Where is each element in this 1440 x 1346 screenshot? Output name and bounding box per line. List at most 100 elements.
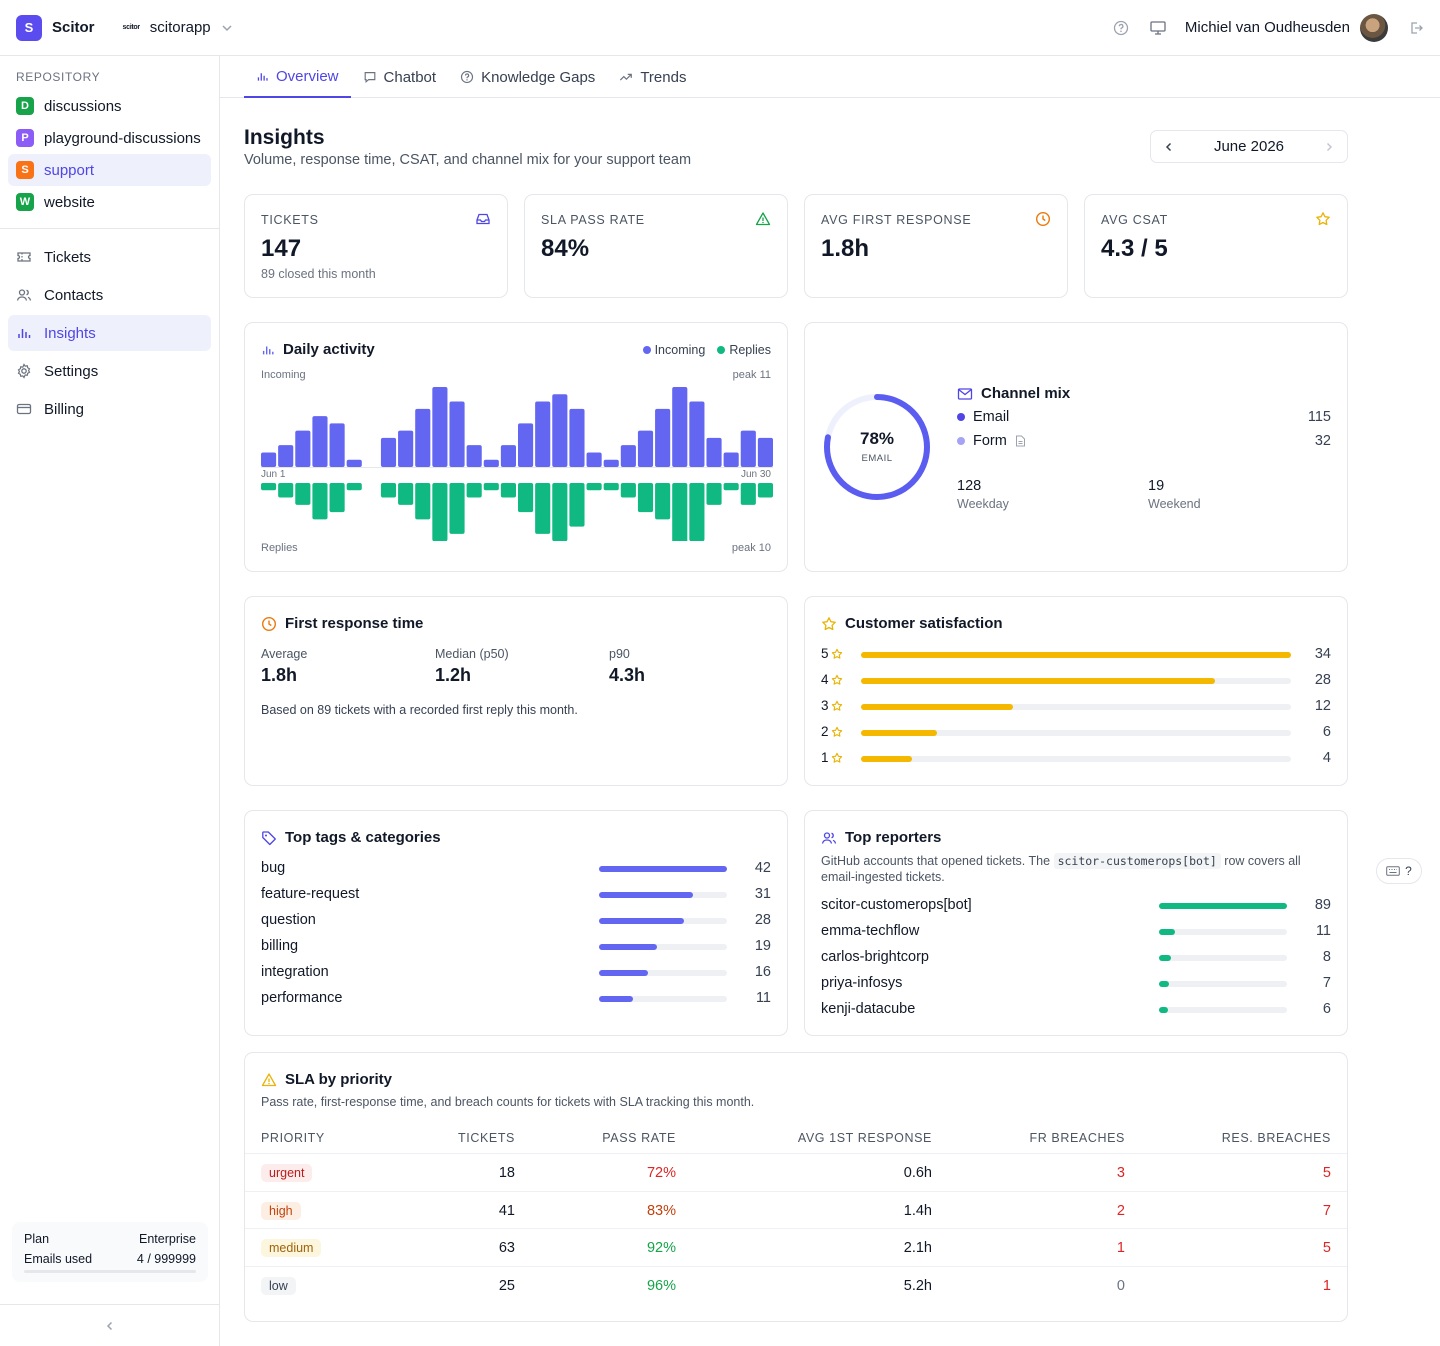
reporter-row-label: carlos-brightcorp (821, 949, 929, 965)
res-breaches-cell: 5 (1322, 1240, 1331, 1256)
star-icon (831, 726, 843, 738)
users-icon (821, 830, 837, 846)
tag-row-label: feature-request (261, 886, 360, 902)
col-header-pass-rate: PASS RATE (602, 1131, 676, 1145)
donut-label: EMAIL (861, 453, 893, 464)
replies-bar (346, 483, 362, 491)
kpi-label: AVG FIRST RESPONSE (821, 213, 972, 227)
sidebar-item-tickets[interactable]: Tickets (8, 239, 211, 275)
sidebar-divider (0, 228, 219, 229)
chevron-down-icon[interactable] (221, 22, 233, 34)
trend-up-icon (619, 70, 633, 84)
top-tags-card: Top tags & categories bug 42 feature-reque… (244, 810, 788, 1036)
app-logo[interactable]: S (16, 14, 42, 41)
star-icon (831, 752, 843, 764)
incoming-bar (346, 459, 362, 467)
replies-bar (586, 483, 602, 491)
tab-label: Chatbot (383, 68, 437, 86)
credit-card-icon (16, 401, 34, 417)
tag-bar-fill (599, 918, 685, 924)
csat-count: 6 (1322, 724, 1331, 740)
legend-label: Incoming (654, 343, 706, 357)
sidebar-item-insights[interactable]: Insights (8, 315, 211, 351)
repo-label: discussions (44, 97, 122, 115)
table-row[interactable]: medium 63 92% 2.1h 1 5 (245, 1228, 1347, 1265)
csat-row-label: 2 (821, 724, 843, 739)
tab-trends[interactable]: Trends (607, 56, 698, 98)
replies-axis-label: Replies (261, 542, 298, 554)
repo-badge: P (16, 129, 34, 147)
incoming-bar (723, 452, 739, 467)
channel-row-email: Email (957, 409, 1009, 425)
reporter-bar-track (1159, 981, 1287, 987)
table-row[interactable]: urgent 18 72% 0.6h 3 5 (245, 1153, 1347, 1190)
card-title-text: Customer satisfaction (845, 615, 1003, 632)
tag-icon (261, 830, 277, 846)
replies-bar (466, 483, 482, 498)
reporter-count: 89 (1314, 897, 1331, 913)
monitor-icon[interactable] (1149, 20, 1167, 36)
logout-icon[interactable] (1408, 20, 1424, 36)
star-icon (821, 616, 837, 632)
incoming-bar (415, 408, 431, 467)
reporter-count: 6 (1322, 1001, 1331, 1017)
reporter-bar-track (1159, 929, 1287, 935)
sidebar-item-billing[interactable]: Billing (8, 391, 211, 427)
replies-bar (655, 483, 671, 520)
frt-stat-value: 1.2h (435, 665, 472, 685)
reporter-bar-fill (1159, 955, 1171, 961)
sidebar-item-settings[interactable]: Settings (8, 353, 211, 389)
replies-bar (603, 483, 619, 491)
csat-bar-track (861, 756, 1291, 762)
tab-overview[interactable]: Overview (244, 56, 351, 98)
incoming-bar (500, 445, 516, 467)
star-icon (831, 700, 843, 712)
avg-first-response-cell: 5.2h (903, 1277, 932, 1294)
help-icon[interactable] (1113, 20, 1129, 36)
tag-count: 31 (754, 886, 771, 902)
avg-first-response-cell: 2.1h (903, 1240, 932, 1256)
collapse-sidebar-button[interactable] (0, 1304, 219, 1346)
reporter-count: 8 (1322, 949, 1331, 965)
prev-month-button[interactable] (1163, 141, 1175, 153)
page-subtitle: Volume, response time, CSAT, and channel… (244, 152, 692, 168)
repo-badge: D (16, 97, 34, 115)
emails-usage-bar (24, 1270, 196, 1273)
customer-satisfaction-card: Customer satisfaction 5 34 4 28 3 12 2 6 1 4 (804, 596, 1348, 786)
table-row[interactable]: low 25 96% 5.2h 0 1 (245, 1265, 1347, 1303)
plan-value: Enterprise (139, 1232, 196, 1246)
priority-badge: high (261, 1201, 301, 1220)
table-row[interactable]: high 41 83% 1.4h 2 7 (245, 1190, 1347, 1228)
incoming-bar (329, 423, 345, 467)
tab-chatbot[interactable]: Chatbot (351, 56, 449, 98)
legend-incoming: Incoming (642, 343, 706, 357)
csat-bar-fill (861, 730, 937, 736)
month-picker: June 2026 (1150, 130, 1348, 163)
tag-row-label: bug (261, 860, 286, 876)
next-month-button[interactable] (1323, 141, 1335, 153)
tag-row-label: integration (261, 964, 329, 980)
brand-name[interactable]: Scitor (52, 19, 95, 36)
sidebar-item-contacts[interactable]: Contacts (8, 277, 211, 313)
kpi-value: 4.3 / 5 (1101, 235, 1168, 262)
tab-knowledge-gaps[interactable]: Knowledge Gaps (448, 56, 607, 98)
avatar[interactable] (1360, 13, 1388, 42)
rating-value: 1 (821, 750, 829, 765)
gear-icon (16, 363, 34, 379)
replies-bar (312, 483, 328, 520)
keyboard-shortcuts-button[interactable]: ? (1376, 858, 1422, 884)
card-title-text: Channel mix (981, 385, 1071, 402)
org-switcher[interactable]: scitorapp (149, 19, 211, 36)
user-name[interactable]: Michiel van Oudheusden (1184, 19, 1350, 36)
priority-badge: urgent (261, 1164, 313, 1182)
star-icon (831, 648, 843, 660)
keyboard-icon (1386, 866, 1400, 876)
card-title-text: SLA by priority (285, 1071, 392, 1088)
tag-count: 11 (755, 990, 771, 1006)
replies-bar (295, 483, 311, 505)
reporter-row-label: priya-infosys (821, 975, 903, 991)
